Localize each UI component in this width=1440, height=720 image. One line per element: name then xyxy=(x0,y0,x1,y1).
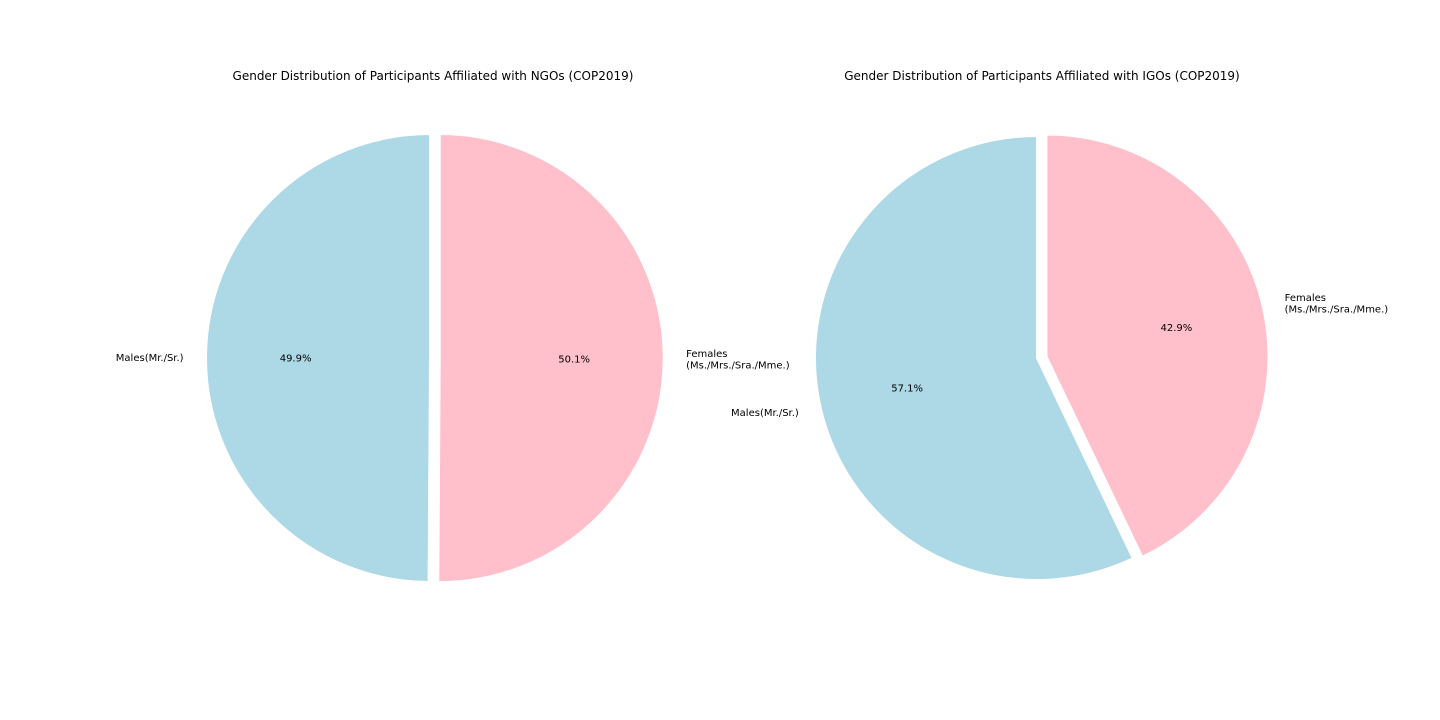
pie-chart-igo: Gender Distribution of Participants Affi… xyxy=(731,69,1388,581)
pie-chart-ngo: Gender Distribution of Participants Affi… xyxy=(116,69,790,584)
pie-labels: 49.9% Males(Mr./Sr.) 50.1% Females (Ms./Mrs.… xyxy=(116,349,790,372)
pie-slice-females xyxy=(1045,133,1270,559)
chart-title: Gender Distribution of Participants Affi… xyxy=(233,69,634,83)
pie-percent-label: 49.9% xyxy=(280,354,312,365)
pie-percent-label: 42.9% xyxy=(1161,323,1193,334)
chart-title: Gender Distribution of Participants Affi… xyxy=(844,69,1239,83)
pie-slice-females xyxy=(437,133,665,584)
pie-category-label: Males(Mr./Sr.) xyxy=(116,353,184,364)
pie-slice-males-mr-sr xyxy=(204,132,431,584)
pie-slices xyxy=(814,133,1270,581)
pie-labels: 57.1% Males(Mr./Sr.) 42.9% Females (Ms./Mrs.… xyxy=(731,293,1388,419)
pie-category-label: Males(Mr./Sr.) xyxy=(731,408,799,419)
pie-category-label: Females (Ms./Mrs./Sra./Mme.) xyxy=(686,349,790,372)
pie-slice-males-mr-sr xyxy=(814,134,1135,581)
pie-percent-label: 50.1% xyxy=(558,354,590,365)
pie-slices xyxy=(204,132,665,584)
pie-percent-label: 57.1% xyxy=(891,383,923,394)
pie-category-label: Females (Ms./Mrs./Sra./Mme.) xyxy=(1285,293,1389,316)
